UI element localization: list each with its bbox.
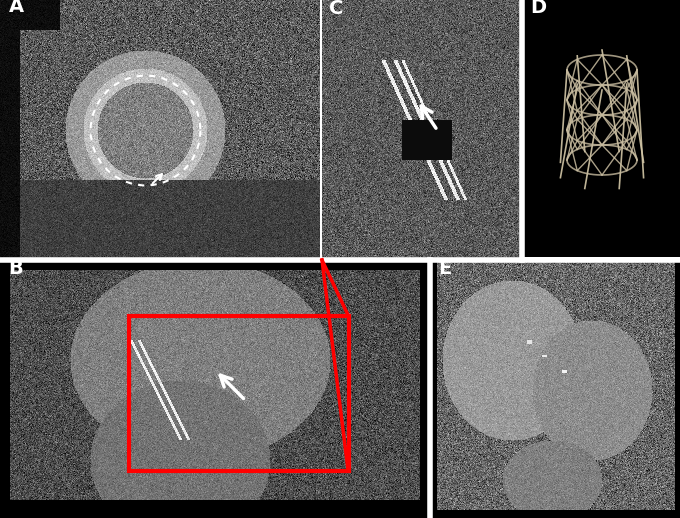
- Text: E: E: [439, 260, 452, 279]
- Text: C: C: [328, 0, 343, 18]
- Text: B: B: [8, 260, 23, 279]
- Bar: [129, 315, 348, 470]
- Text: D: D: [530, 0, 546, 17]
- Text: A: A: [8, 0, 24, 17]
